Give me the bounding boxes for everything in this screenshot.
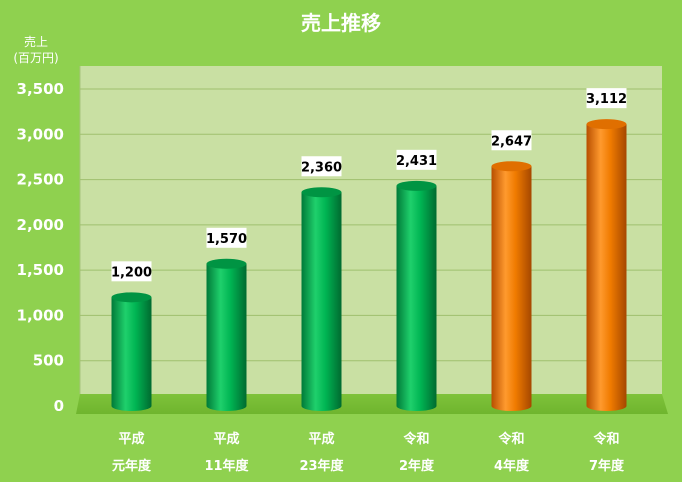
- bar-top: [586, 119, 627, 130]
- x-tick-label-year: 元年度: [112, 458, 152, 474]
- x-tick-label-year: 4年度: [494, 458, 530, 474]
- data-label: 1,200: [111, 265, 152, 280]
- bar-top: [111, 292, 152, 303]
- y-tick-label: 3,000: [17, 125, 64, 143]
- plot-area: [76, 66, 668, 414]
- y-axis: 0 500 1,000 1,500 2,000 2,500 3,000 3,500: [17, 80, 64, 415]
- data-label: 2,431: [396, 154, 437, 169]
- x-tick-label-year: 2年度: [399, 458, 435, 474]
- y-axis-label-line1: 売上: [24, 34, 48, 49]
- bars: 1,200 1,570 2,360 2,431 2,647 3,112: [111, 88, 627, 412]
- data-label-box: [301, 156, 342, 177]
- y-tick-label: 0: [54, 397, 64, 415]
- data-label: 1,570: [206, 232, 247, 247]
- x-tick-label-era: 令和: [498, 431, 524, 447]
- y-tick-label: 500: [33, 352, 64, 370]
- bar-body: [491, 166, 532, 412]
- x-tick-label-era: 平成: [308, 431, 334, 447]
- bar-top: [301, 187, 342, 198]
- x-tick-label-year: 7年度: [589, 458, 625, 474]
- bar: [111, 292, 152, 412]
- data-label: 3,112: [586, 92, 627, 107]
- bar: [491, 161, 532, 412]
- data-label-box: [491, 130, 532, 151]
- x-tick-label-era: 令和: [403, 431, 429, 447]
- x-tick-label-era: 平成: [118, 431, 144, 447]
- x-tick-label-era: 平成: [213, 431, 239, 447]
- plot-floor: [76, 394, 668, 414]
- data-label-box: [206, 227, 247, 248]
- chart-title: 売上推移: [301, 11, 381, 35]
- y-tick-label: 1,000: [17, 306, 64, 324]
- data-label: 2,360: [301, 160, 342, 175]
- x-tick-label-year: 23年度: [299, 458, 344, 474]
- bar-body: [206, 263, 247, 412]
- data-label: 2,647: [491, 134, 532, 149]
- y-tick-label: 3,500: [17, 80, 64, 98]
- gridlines: [80, 88, 662, 362]
- data-label-box: [111, 261, 152, 282]
- plot-background: [80, 66, 662, 394]
- data-label-box: [396, 149, 437, 170]
- y-tick-label: 2,000: [17, 216, 64, 234]
- y-tick-label: 2,500: [17, 171, 64, 189]
- bar-body: [396, 185, 437, 412]
- bar: [301, 187, 342, 412]
- y-axis-label-line2: (百万円): [13, 51, 58, 65]
- bar: [206, 258, 247, 412]
- bar-body: [301, 192, 342, 412]
- bar-top: [206, 258, 247, 269]
- bar-top: [396, 180, 437, 191]
- data-label-box: [586, 88, 627, 109]
- bar-body: [586, 124, 627, 412]
- x-tick-label-era: 令和: [593, 431, 619, 447]
- bar-top: [491, 161, 532, 172]
- bar: [586, 119, 627, 412]
- y-tick-label: 1,500: [17, 261, 64, 279]
- bar: [396, 180, 437, 412]
- bar-body: [111, 297, 152, 412]
- x-tick-label-year: 11年度: [204, 458, 249, 474]
